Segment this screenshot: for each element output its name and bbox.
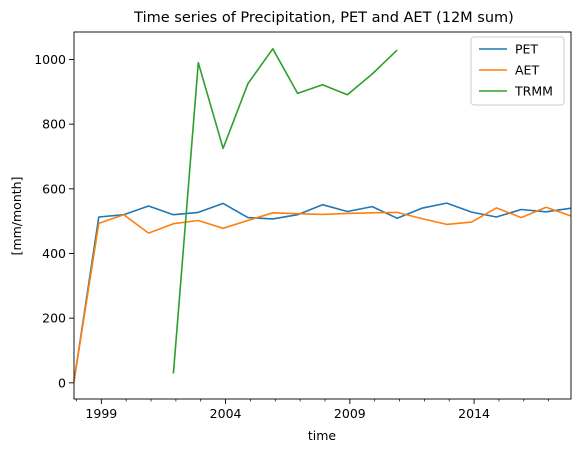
y-axis-title: [mm/month] (9, 177, 24, 256)
x-tick-label: 2009 (334, 406, 366, 421)
x-axis: 1999 2004 2009 2014 (76, 399, 549, 421)
x-tick-label: 2004 (210, 406, 242, 421)
y-axis: 0 200 400 600 800 1000 (34, 52, 74, 390)
legend-box (470, 36, 565, 106)
chart-title: Time series of Precipitation, PET and AE… (133, 10, 514, 26)
series-lines (73, 47, 572, 382)
legend-label-pet: PET (515, 42, 538, 57)
legend-label-aet: AET (515, 63, 539, 78)
series-line-aet (73, 206, 572, 382)
x-tick-label: 1999 (85, 406, 117, 421)
y-tick-label: 400 (42, 246, 66, 261)
y-tick-label: 200 (42, 311, 66, 326)
plot-frame (73, 31, 572, 400)
x-axis-title: time (308, 428, 337, 443)
x-tick-label: 2014 (458, 406, 490, 421)
series-line-trmm (172, 47, 398, 374)
y-tick-label: 600 (42, 181, 66, 196)
series-line-pet (73, 202, 572, 382)
legend-label-trmm: TRMM (514, 84, 553, 99)
y-tick-label: 0 (58, 375, 66, 390)
legend: PET AET TRMM (470, 36, 565, 106)
y-tick-label: 1000 (34, 52, 66, 67)
y-tick-label: 800 (42, 117, 66, 132)
